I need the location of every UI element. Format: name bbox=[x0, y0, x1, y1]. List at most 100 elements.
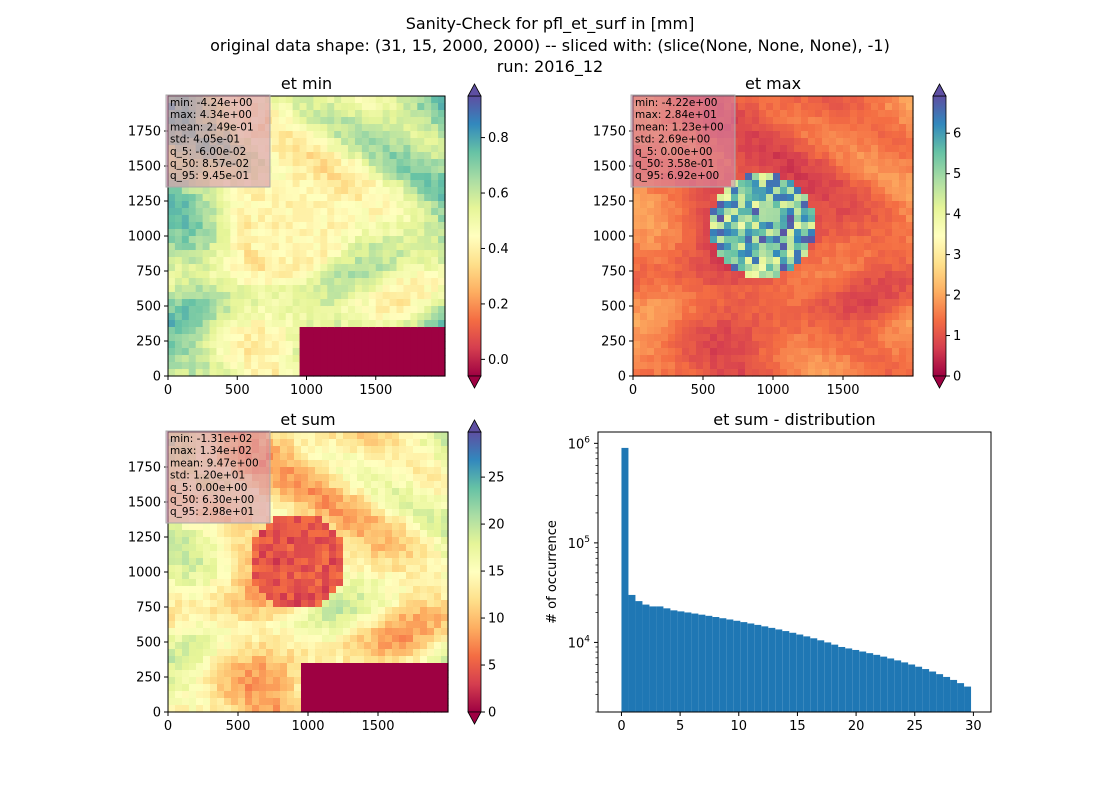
stats-line: mean: 2.49e-01 bbox=[170, 121, 254, 133]
stats-line: mean: 9.47e+00 bbox=[170, 457, 259, 469]
colorbar-tick-label: 15 bbox=[488, 565, 505, 580]
histogram-bar bbox=[803, 636, 811, 712]
x-tick-label: 15 bbox=[789, 719, 806, 734]
histogram-bar bbox=[698, 614, 706, 712]
x-tick-label: 0 bbox=[164, 383, 172, 398]
panel-et-min: et min 0 500 1000 1500 0 250 500 750 1000 1250 1500… bbox=[128, 74, 509, 398]
histogram-bar bbox=[922, 669, 930, 712]
histogram-bar bbox=[824, 642, 832, 712]
figure-title-line-1: Sanity-Check for pfl_et_surf in [mm] bbox=[406, 14, 695, 34]
histogram-bar bbox=[691, 613, 699, 712]
histogram-bar bbox=[726, 619, 734, 712]
colorbar-extend-min bbox=[467, 375, 482, 389]
histogram-bar bbox=[621, 447, 629, 712]
stats-line: q_50: 3.58e-01 bbox=[635, 158, 714, 170]
y-tick-label: 0 bbox=[618, 370, 626, 385]
y-tick-label: 1250 bbox=[593, 195, 626, 210]
x-tick-label: 25 bbox=[906, 719, 923, 734]
histogram-bar bbox=[761, 626, 769, 712]
stats-line: std: 1.20e+01 bbox=[170, 470, 245, 482]
y-tick-label: 104 bbox=[568, 634, 591, 651]
colorbar: 0.0 0.2 0.4 0.6 0.8 bbox=[467, 83, 509, 389]
y-tick-label: 1000 bbox=[128, 566, 161, 581]
stats-line: min: -4.22e+00 bbox=[635, 97, 717, 109]
histogram-bar bbox=[957, 683, 965, 712]
colorbar-tick-label: 25 bbox=[488, 471, 505, 486]
x-tick-label: 10 bbox=[731, 719, 748, 734]
histogram-bar bbox=[929, 671, 937, 712]
stats-line: q_95: 2.98e+01 bbox=[170, 506, 254, 518]
histogram-bar bbox=[915, 666, 923, 712]
histogram-bar bbox=[642, 604, 650, 712]
colorbar-tick-label: 0 bbox=[488, 706, 496, 721]
y-tick-label: 1250 bbox=[128, 195, 161, 210]
histogram-bar bbox=[663, 608, 671, 712]
colorbar-tick-label: 0.8 bbox=[488, 131, 509, 146]
colorbar-tick-label: 20 bbox=[488, 518, 505, 533]
histogram-bar bbox=[628, 594, 636, 712]
histogram-bars bbox=[621, 447, 972, 712]
histogram-bar bbox=[880, 656, 888, 712]
y-tick-label: 250 bbox=[136, 671, 161, 686]
y-tick-label: 750 bbox=[601, 265, 626, 280]
histogram-bar bbox=[873, 654, 881, 712]
histogram-bar bbox=[684, 612, 692, 712]
histogram-bar bbox=[817, 640, 825, 712]
y-tick-label: 1750 bbox=[128, 461, 161, 476]
colorbar-tick-label: 0.4 bbox=[488, 242, 509, 257]
x-tick-label: 0 bbox=[617, 719, 625, 734]
y-tick-label: 750 bbox=[136, 265, 161, 280]
histogram-bar bbox=[852, 649, 860, 712]
histogram-bar bbox=[838, 646, 846, 712]
y-tick-label: 0 bbox=[153, 706, 161, 721]
x-tick-label: 30 bbox=[965, 719, 982, 734]
histogram-bar bbox=[789, 632, 797, 712]
colorbar-tick-label: 6 bbox=[953, 127, 961, 142]
figure-title-line-2: original data shape: (31, 15, 2000, 2000… bbox=[210, 36, 890, 55]
colorbar-tick-label: 10 bbox=[488, 612, 505, 627]
x-tick-label: 500 bbox=[691, 383, 716, 398]
y-tick-label: 1000 bbox=[128, 230, 161, 245]
axes-title: et sum - distribution bbox=[713, 410, 875, 429]
stats-line: q_95: 9.45e-01 bbox=[170, 170, 249, 182]
x-tick-label: 1000 bbox=[756, 383, 789, 398]
histogram-bar bbox=[733, 620, 741, 712]
y-tick-label: 0 bbox=[153, 370, 161, 385]
y-tick-label: 106 bbox=[568, 435, 591, 452]
histogram-bar bbox=[950, 679, 958, 712]
stats-line: q_5: 0.00e+00 bbox=[635, 146, 712, 158]
y-tick-label: 500 bbox=[136, 636, 161, 651]
colorbar-tick-label: 0.6 bbox=[488, 187, 509, 202]
colorbar: 0 5 10 15 20 25 bbox=[467, 419, 505, 725]
histogram-bar bbox=[901, 662, 909, 712]
y-tick-label: 500 bbox=[601, 300, 626, 315]
histogram-bar bbox=[712, 617, 720, 712]
histogram-bar bbox=[894, 660, 902, 712]
axes-title: et max bbox=[745, 74, 801, 93]
stats-line: q_95: 6.92e+00 bbox=[635, 170, 719, 182]
figure-title-line-3: run: 2016_12 bbox=[497, 57, 603, 77]
colorbar-extend-min bbox=[932, 375, 947, 389]
stats-line: max: 4.34e+00 bbox=[170, 109, 252, 121]
y-tick-label: 1750 bbox=[128, 125, 161, 140]
histogram-bar bbox=[719, 618, 727, 712]
histogram-bar bbox=[936, 674, 944, 712]
histogram-bar bbox=[740, 622, 748, 712]
x-tick-label: 0 bbox=[164, 719, 172, 734]
colorbar-tick-label: 0.2 bbox=[488, 297, 509, 312]
stats-line: mean: 1.23e+00 bbox=[635, 121, 724, 133]
y-tick-label: 500 bbox=[136, 300, 161, 315]
histogram-bar bbox=[831, 644, 839, 712]
colorbar-extend-max bbox=[932, 83, 947, 97]
histogram-bar bbox=[768, 627, 776, 712]
x-tick-label: 1500 bbox=[361, 719, 394, 734]
stats-line: max: 2.84e+01 bbox=[635, 109, 717, 121]
stats-line: q_50: 8.57e-02 bbox=[170, 158, 249, 170]
histogram-bar bbox=[635, 601, 643, 712]
y-tick-label: 250 bbox=[136, 335, 161, 350]
histogram-bar bbox=[845, 648, 853, 712]
colorbar-tick-label: 4 bbox=[953, 208, 961, 223]
